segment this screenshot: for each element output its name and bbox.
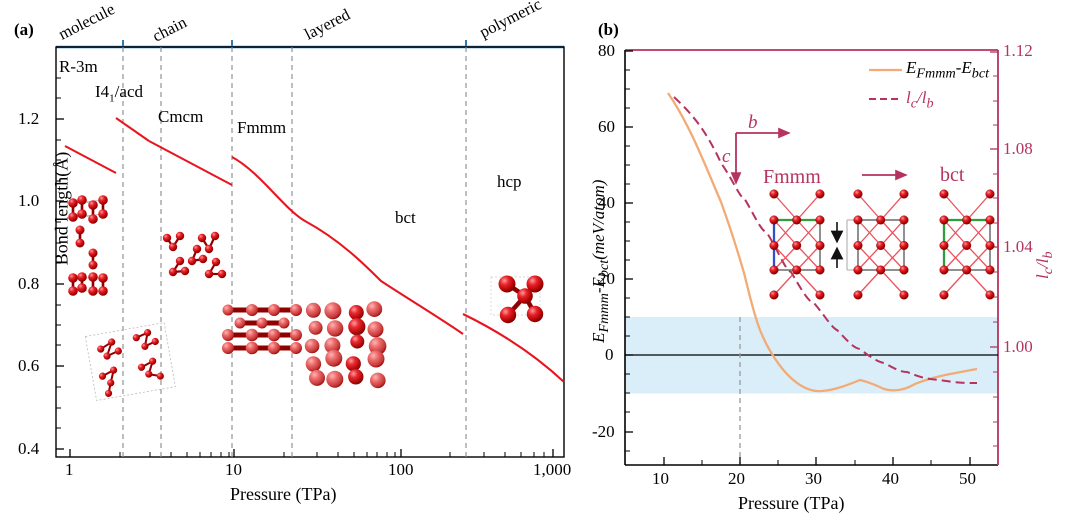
svg-text:Fmmm: Fmmm xyxy=(763,166,821,188)
svg-text:molecule: molecule xyxy=(55,0,118,44)
svg-text:bct: bct xyxy=(940,164,965,186)
svg-text:chain: chain xyxy=(149,12,189,45)
svg-text:b: b xyxy=(748,112,758,133)
svg-text:polymeric: polymeric xyxy=(476,0,544,42)
svg-text:c: c xyxy=(722,146,731,167)
svg-text:layered: layered xyxy=(301,4,354,43)
